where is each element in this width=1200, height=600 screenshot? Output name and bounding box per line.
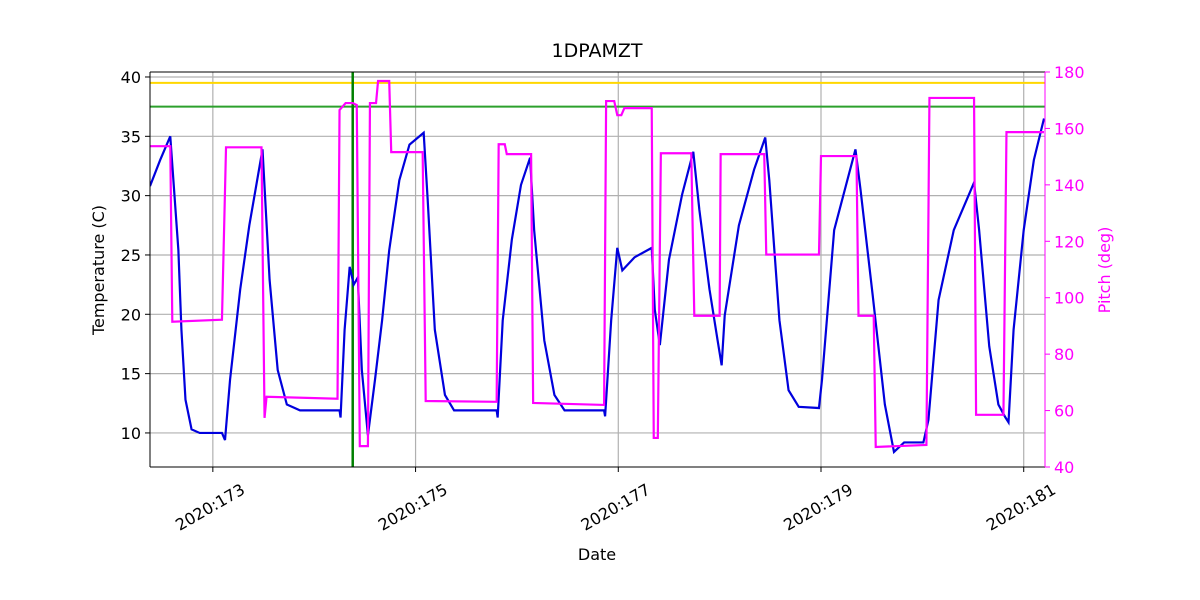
y-tick-label: 20 [121,305,141,324]
x-tick-label: 2020:181 [983,480,1059,535]
y2-tick-label: 60 [1054,402,1074,421]
y-axis-label: Temperature (C) [89,205,108,336]
x-tick-label: 2020:173 [172,480,248,535]
y2-tick-label: 80 [1054,345,1074,364]
y-tick-label: 40 [121,68,141,87]
x-tick-label: 2020:175 [375,480,451,535]
y2-tick-label: 120 [1054,232,1085,251]
series-line [150,118,1045,455]
y2-tick-label: 100 [1054,289,1085,308]
chart-title: 1DPAMZT [552,40,643,62]
x-axis-label: Date [578,545,616,564]
y-tick-label: 25 [121,246,141,265]
y2-tick-label: 160 [1054,119,1085,138]
y-tick-label: 15 [121,365,141,384]
y-tick-label: 10 [121,424,141,443]
y2-tick-label: 40 [1054,458,1074,477]
y-tick-label: 30 [121,187,141,206]
y2-axis-label: Pitch (deg) [1095,227,1114,314]
y-tick-label: 35 [121,127,141,146]
y2-tick-label: 180 [1054,63,1085,82]
x-tick-label: 2020:179 [780,480,856,535]
x-tick-label: 2020:177 [578,480,654,535]
y2-tick-label: 140 [1054,176,1085,195]
series-line [150,79,1044,449]
